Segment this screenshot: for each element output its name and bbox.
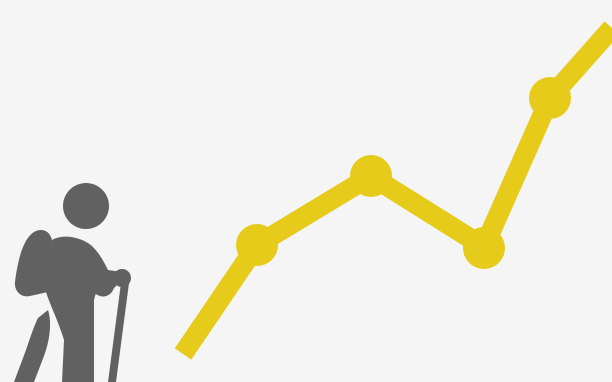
- trend-node: [236, 224, 278, 266]
- hiker-arm: [60, 262, 120, 297]
- hiker-body: [46, 236, 127, 382]
- trend-node: [529, 77, 571, 119]
- hiker-pole: [108, 283, 129, 382]
- trend-line-icon: [174, 21, 612, 360]
- hiker-backpack: [14, 230, 53, 297]
- trend-node: [350, 155, 392, 197]
- trend-line-path: [174, 21, 612, 360]
- hiker-leg: [14, 310, 51, 382]
- hiker-icon: [14, 183, 131, 382]
- hiker-hand: [113, 269, 131, 287]
- hiker-head: [63, 183, 109, 229]
- trend-node: [463, 227, 505, 269]
